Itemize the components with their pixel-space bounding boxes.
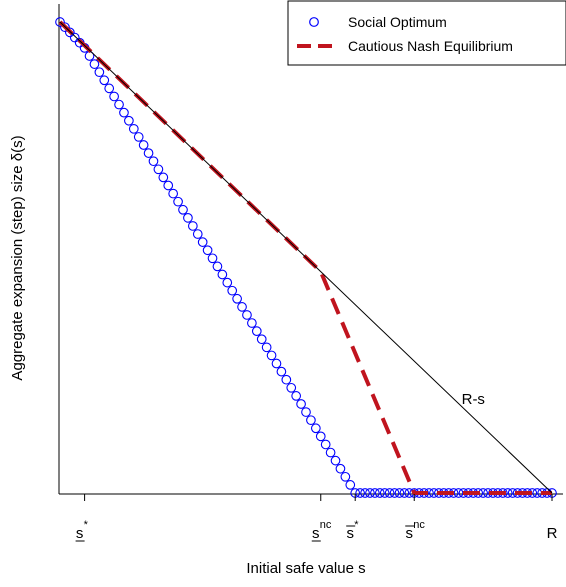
svg-text:R: R (547, 525, 558, 542)
series-social-optimum-point (222, 277, 233, 288)
series-social-optimum-point (133, 132, 144, 142)
series-social-optimum-point (374, 488, 385, 498)
series-social-optimum-point (355, 488, 365, 498)
series-cautious-nash-line (58, 20, 552, 495)
series-social-optimum-point (69, 32, 80, 43)
series-social-optimum-point (114, 99, 124, 110)
series-social-optimum-point (335, 463, 346, 474)
series-social-optimum-point (310, 423, 321, 434)
series-social-optimum-point (325, 447, 336, 458)
series-social-optimum-point (168, 188, 179, 199)
series-social-optimum-point (153, 164, 164, 175)
series-social-optimum-point (261, 342, 272, 353)
series-social-optimum-point (384, 488, 395, 498)
series-social-optimum-point (256, 334, 267, 345)
series-social-optimum-point (271, 358, 282, 369)
series-social-optimum-point (394, 488, 405, 498)
series-social-optimum-point (330, 455, 341, 466)
series-social-optimum-point (365, 488, 375, 498)
series-social-optimum-point (286, 382, 297, 393)
series-social-optimum-point (128, 123, 139, 134)
series-social-optimum-point (266, 350, 277, 361)
series-social-optimum-point (202, 245, 213, 256)
series-social-optimum-point (55, 17, 65, 27)
legend-box (287, 0, 566, 66)
series-social-optimum-point (163, 180, 174, 191)
series-social-optimum-point (345, 480, 356, 490)
series-social-optimum-point (60, 22, 70, 33)
series-social-optimum-point (242, 310, 252, 320)
series-social-optimum-point (315, 431, 326, 442)
svg-text:*: * (84, 519, 89, 531)
x-axis-ticks: s * s nc s * s nc R (75, 494, 558, 542)
series-social-optimum-point (360, 488, 370, 498)
series-social-optimum-point (207, 253, 218, 264)
series-r-minus-s-line (59, 21, 553, 494)
series-social-optimum-point (281, 374, 292, 385)
series-social-optimum-point (192, 229, 203, 239)
series-social-optimum-point (296, 399, 306, 409)
x-tick-label-R: R (547, 525, 558, 542)
legend-label-cautious-nash: Cautious Nash Equilibrium (348, 38, 513, 54)
svg-text:s: s (346, 525, 354, 542)
series-social-optimum-point (99, 75, 110, 86)
series-social-optimum-point (124, 115, 134, 126)
x-tick-label-s_upper_star: s * (346, 519, 359, 542)
series-social-optimum-point (251, 326, 262, 337)
legend: Social Optimum Cautious Nash Equilibrium (287, 0, 566, 66)
svg-text:nc: nc (320, 519, 332, 531)
series-social-optimum-point (291, 391, 302, 401)
series-social-optimum-point (143, 148, 154, 158)
series-social-optimum-point (306, 415, 316, 426)
x-tick-label-s_lower_nc: s nc (311, 519, 332, 542)
svg-text:s: s (312, 525, 320, 542)
series-social-optimum-point (227, 285, 238, 296)
series-social-optimum-point (173, 196, 183, 207)
legend-marker-social-optimum (309, 17, 319, 27)
series-social-optimum-point (119, 107, 129, 118)
series-social-optimum-point (178, 204, 188, 215)
series-social-optimum-point (301, 407, 311, 417)
series-social-optimum-point (389, 488, 400, 498)
svg-text:s: s (76, 525, 84, 542)
series-social-optimum-point (197, 237, 208, 247)
series-social-optimum-point (399, 488, 410, 498)
series-social-optimum-point (89, 59, 100, 69)
x-tick-label-s_lower_star: s * (75, 519, 89, 542)
series-social-optimum-point (148, 156, 159, 167)
series-social-optimum-point (232, 293, 242, 304)
series-social-optimum-point (158, 172, 169, 183)
series-social-optimum-point (247, 318, 257, 328)
series-social-optimum-point (340, 471, 351, 482)
series-social-optimum-point (276, 366, 287, 377)
plot-area: R-s (55, 4, 563, 498)
series-social-optimum-point (138, 140, 149, 150)
series-social-optimum-point (94, 67, 105, 78)
series-social-optimum-point (379, 488, 390, 498)
series-social-optimum-point (217, 269, 228, 280)
svg-text:nc: nc (413, 519, 425, 531)
series-social-optimum-point (237, 302, 247, 312)
legend-label-social-optimum: Social Optimum (348, 14, 447, 30)
y-axis-title: Aggregate expansion (step) size δ(s) (9, 135, 26, 380)
series-social-optimum-point (64, 27, 75, 38)
x-axis-title: Initial safe value s (246, 560, 365, 577)
series-social-optimum-point (109, 91, 119, 102)
series-social-optimum-point (183, 213, 193, 223)
series-social-optimum-point (453, 488, 464, 498)
svg-text:s: s (405, 525, 413, 542)
annotation-r-minus-s: R-s (462, 391, 485, 408)
svg-text:*: * (354, 519, 359, 531)
series-social-optimum-point (104, 83, 115, 94)
series-social-optimum-point (370, 488, 380, 498)
series-social-optimum-point (187, 221, 198, 231)
x-tick-label-s_upper_nc: s nc (405, 519, 425, 542)
series-social-optimum-point (212, 261, 223, 272)
series-social-optimum-point (320, 439, 331, 450)
